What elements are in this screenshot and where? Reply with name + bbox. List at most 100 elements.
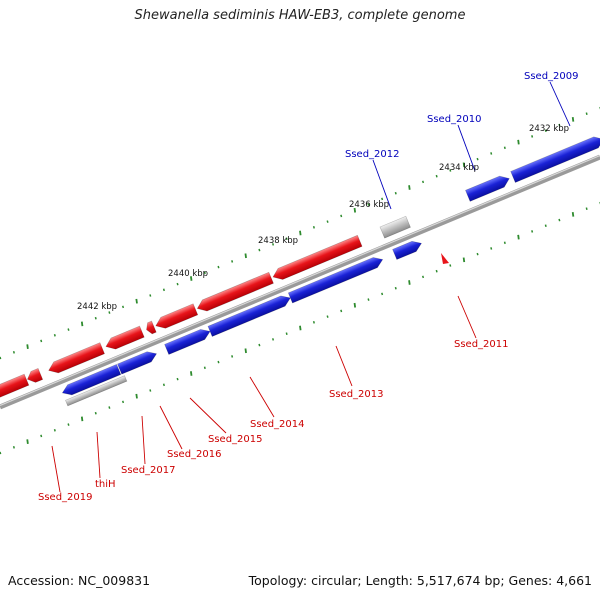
upper-tick xyxy=(326,220,329,223)
gene-arrow-ssed-2010 xyxy=(465,175,510,202)
leader-line-ssed-2010 xyxy=(457,124,476,172)
leader-line-ssed-2009 xyxy=(549,81,571,127)
lower-tick xyxy=(176,377,179,381)
lower-tick xyxy=(558,218,561,222)
upper-tick xyxy=(558,123,561,127)
gene-label-ssed-2014: Ssed_2014 xyxy=(250,419,305,430)
upper-tick xyxy=(585,112,588,115)
upper-tick xyxy=(490,152,493,155)
upper-tick xyxy=(80,321,84,327)
leader-line-ssed-2017 xyxy=(141,415,146,465)
lower-tick xyxy=(149,389,152,392)
upper-tick xyxy=(67,328,70,331)
scale-label-2432: 2432 kbp xyxy=(529,124,569,134)
lower-tick xyxy=(12,446,15,449)
upper-tick xyxy=(353,207,357,213)
upper-tick xyxy=(408,185,411,190)
gene-label-thih: thiH xyxy=(95,479,116,490)
lower-tick xyxy=(67,423,70,426)
lower-tick xyxy=(26,439,29,445)
gene-label-ssed-2013: Ssed_2013 xyxy=(329,389,384,400)
upper-tick xyxy=(285,237,288,240)
upper-tick xyxy=(231,260,234,263)
upper-tick xyxy=(135,298,138,304)
genome-backbone xyxy=(0,154,600,410)
upper-tick xyxy=(53,333,56,337)
gene-arrow-blue-3 xyxy=(164,329,211,355)
upper-tick xyxy=(217,265,220,269)
accession-text: Accession: NC_009831 xyxy=(8,573,151,588)
lower-tick xyxy=(381,292,384,296)
upper-tick-row xyxy=(0,106,600,360)
lower-tick xyxy=(367,298,370,301)
upper-tick xyxy=(203,271,206,275)
leader-line-ssed-2015 xyxy=(189,397,227,434)
upper-tick xyxy=(367,203,370,206)
gene-label-ssed-2011: Ssed_2011 xyxy=(454,339,509,350)
lower-tick xyxy=(476,252,479,256)
gene-label-ssed-2012: Ssed_2012 xyxy=(345,149,400,160)
scale-label-2438: 2438 kbp xyxy=(258,236,298,246)
gene-arrow-ssed-2017 xyxy=(48,342,105,374)
leader-line-ssed-2012 xyxy=(372,159,392,210)
lower-tick xyxy=(394,286,397,290)
scale-label-2440: 2440 kbp xyxy=(168,269,208,279)
lower-tick xyxy=(503,241,506,245)
upper-tick xyxy=(503,146,506,150)
upper-tick xyxy=(272,243,275,246)
leader-line-ssed-2014 xyxy=(249,376,275,418)
leader-line-ssed-2011 xyxy=(457,295,477,339)
leader-line-ssed-2013 xyxy=(335,345,353,387)
upper-tick xyxy=(517,139,520,145)
gene-label-ssed-2010: Ssed_2010 xyxy=(427,114,482,125)
lower-tick-row xyxy=(0,201,600,455)
lower-tick xyxy=(40,434,43,438)
scale-label-2434: 2434 kbp xyxy=(439,163,479,173)
upper-tick xyxy=(312,226,315,229)
upper-tick xyxy=(122,305,125,309)
upper-tick xyxy=(394,191,397,195)
gene-label-ssed-2017: Ssed_2017 xyxy=(121,465,176,476)
lower-tick xyxy=(135,393,138,399)
gene-arrow-ssed-2019 xyxy=(0,373,30,400)
lower-tick xyxy=(422,275,425,279)
lower-tick xyxy=(408,280,411,285)
label-leader-lines xyxy=(51,81,571,493)
gene-arrow-ssed-2009 xyxy=(510,136,600,183)
upper-tick xyxy=(108,311,111,314)
scale-label-2436: 2436 kbp xyxy=(349,200,389,210)
scale-label-2442: 2442 kbp xyxy=(77,302,117,312)
upper-tick xyxy=(149,294,152,297)
gene-arrow-ssed-2013 xyxy=(272,234,363,280)
lower-tick xyxy=(490,247,493,250)
upper-tick xyxy=(381,197,384,201)
upper-tick xyxy=(26,344,29,350)
lower-tick xyxy=(231,355,234,358)
genome-summary-text: Topology: circular; Length: 5,517,674 bp… xyxy=(248,573,592,588)
gene-features xyxy=(0,136,600,407)
lower-tick xyxy=(326,315,329,318)
lower-tick xyxy=(517,234,520,240)
lower-tick xyxy=(571,211,575,217)
lower-tick xyxy=(162,383,165,387)
lower-tick xyxy=(108,406,111,409)
lower-tick xyxy=(531,230,534,233)
leader-line-thih xyxy=(96,431,101,479)
upper-tick xyxy=(449,169,452,172)
genome-backbone-highlight xyxy=(0,154,600,407)
lower-tick xyxy=(190,371,193,376)
upper-tick xyxy=(571,116,575,122)
lower-tick xyxy=(217,360,220,364)
upper-tick xyxy=(40,339,43,343)
upper-tick xyxy=(190,276,193,281)
map-title: Shewanella sediminis HAW-EB3, complete g… xyxy=(134,8,466,23)
upper-tick xyxy=(435,174,438,178)
lower-tick xyxy=(544,224,547,228)
lower-tick xyxy=(585,207,588,210)
upper-tick xyxy=(258,248,261,252)
gene-arrow-ssed-2014 xyxy=(196,271,274,312)
gene-arrow-ssed-2012 xyxy=(392,240,422,260)
gene-label-ssed-2016: Ssed_2016 xyxy=(167,449,222,460)
upper-tick xyxy=(422,180,425,184)
